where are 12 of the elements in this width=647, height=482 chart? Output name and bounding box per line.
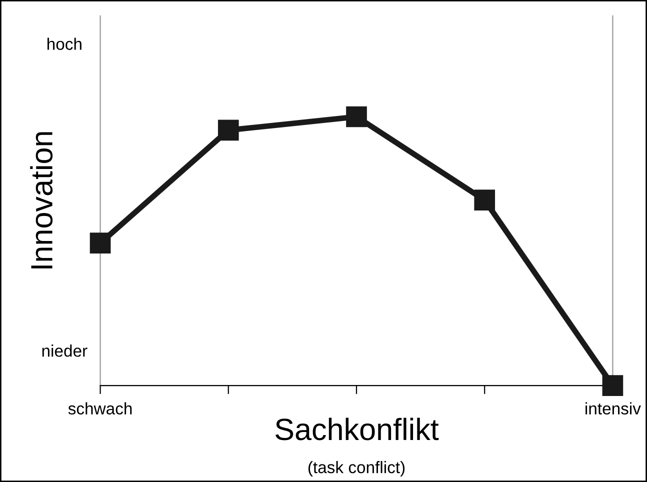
point [346,106,367,128]
x-tick-label: schwach [68,402,132,415]
point [90,232,111,254]
point [218,120,239,141]
x-axis-title: Sachkonflikt [276,418,439,440]
x-tick-label: intensiv [586,402,641,415]
y-axis-title: Innovation [30,132,53,268]
point [474,190,496,210]
text: nieder [42,344,88,357]
point [602,375,624,396]
text: hoch [48,38,82,50]
text: (task conflict) [308,461,405,477]
